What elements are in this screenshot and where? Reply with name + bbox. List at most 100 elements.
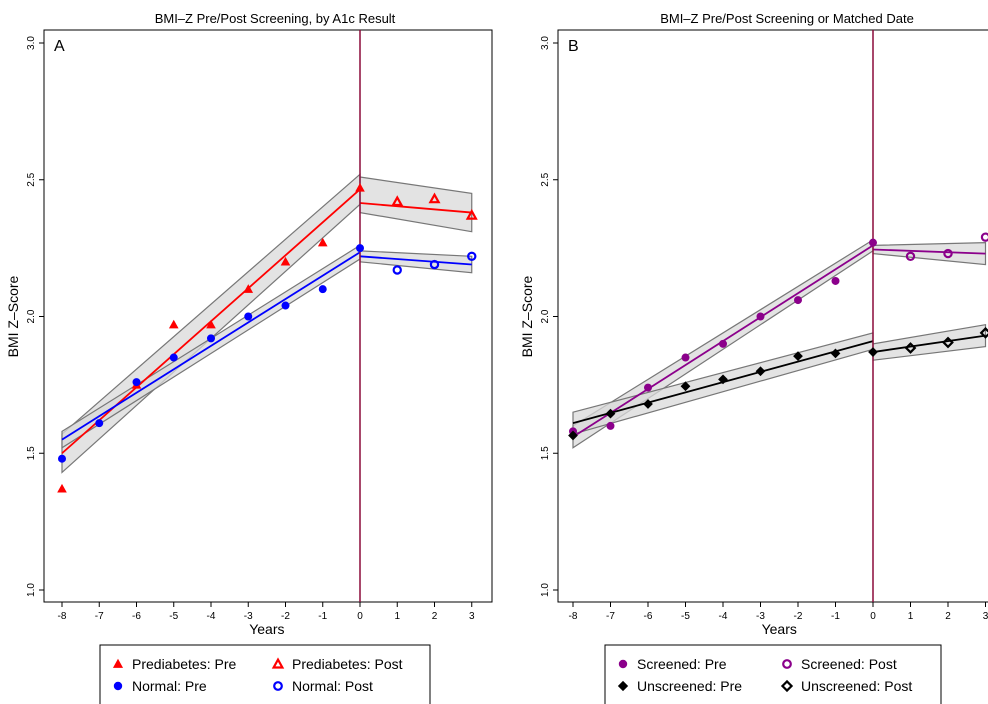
chart-title: BMI–Z Pre/Post Screening, by A1c Result [155,11,396,26]
data-point [95,419,104,428]
data-point [568,430,578,441]
legend-label: Normal: Post [292,678,373,694]
x-tick-label: 0 [870,611,876,622]
legend-label: Prediabetes: Pre [132,656,236,672]
y-tick-label: 2.0 [26,309,37,323]
y-tick-label: 1.5 [540,446,551,460]
legend-marker [112,658,124,668]
y-tick-label: 3.0 [540,36,551,50]
y-tick-label: 1.0 [540,583,551,597]
data-point [643,399,653,409]
legend-marker [617,680,629,692]
x-tick-label: -5 [169,611,178,622]
data-point [58,454,67,463]
x-tick-label: 1 [394,611,400,622]
data-point [467,251,477,262]
y-axis-label: BMI Z–Score [5,275,21,357]
legend-label: Prediabetes: Post [292,656,403,672]
data-point [644,383,653,392]
fit-line [359,255,472,266]
data-point [680,381,691,392]
data-point [755,366,766,377]
x-tick-label: -1 [831,611,840,622]
data-point [206,319,216,329]
data-point [280,256,291,266]
legend-box [99,644,431,704]
data-point [168,319,179,329]
data-point [718,374,728,385]
data-point [831,276,840,285]
x-tick-label: -2 [794,611,803,622]
legend-label: Screened: Post [801,656,897,672]
data-point [465,208,478,220]
x-tick-label: -8 [569,611,578,622]
fit-line [359,202,472,214]
x-tick-label: -8 [58,611,67,622]
fit-line [872,334,986,353]
data-point [169,353,178,362]
data-point [756,312,765,321]
data-point [793,351,803,362]
panel-b: BMI–Z Pre/Post Screening or Matched Date… [519,11,988,704]
data-point [355,244,364,253]
data-point [605,408,616,419]
data-point [980,232,988,242]
legend-marker [271,657,285,669]
fit-line [61,251,361,441]
x-tick-label: -5 [681,611,690,622]
data-point [57,483,67,493]
legend-label: Unscreened: Pre [637,678,742,694]
x-tick-label: -7 [606,611,615,622]
legend-marker [113,681,123,691]
y-tick-label: 2.0 [540,309,551,323]
y-tick-label: 1.0 [26,583,37,597]
legend-label: Screened: Pre [637,656,727,672]
legend-label: Unscreened: Post [801,678,912,694]
x-tick-label: 3 [983,611,988,622]
x-tick-label: -4 [207,611,216,622]
x-tick-label: -2 [281,611,290,622]
data-point [428,192,441,204]
x-tick-label: -7 [95,611,104,622]
data-point [719,339,728,348]
data-point [429,259,440,270]
legend-marker [618,659,628,669]
legend-box [604,644,942,704]
panel-letter: B [568,38,579,55]
x-axis-label: Years [762,621,797,637]
data-point [206,334,215,343]
y-tick-label: 2.5 [26,172,37,186]
data-point [243,284,254,293]
data-point [979,327,988,339]
fit-line [872,248,986,255]
chart-title: BMI–Z Pre/Post Screening or Matched Date [660,11,914,26]
x-tick-label: -6 [644,611,653,622]
y-tick-label: 1.5 [26,446,37,460]
x-tick-label: 0 [357,611,363,622]
legend-marker [782,659,792,669]
x-tick-label: 1 [908,611,914,622]
legend-marker [273,681,283,691]
data-point [391,195,404,207]
data-point [132,378,141,387]
data-point [318,285,327,294]
data-point [681,353,690,362]
x-tick-label: -3 [244,611,253,622]
data-point [904,342,917,354]
data-point [943,248,953,259]
panel-letter: A [54,38,65,55]
data-point [830,348,841,359]
x-tick-label: 3 [469,611,475,622]
data-point [281,301,290,310]
data-point [942,336,954,349]
data-point [392,265,402,275]
data-point [869,238,878,247]
data-point [244,312,253,321]
data-point [905,251,916,262]
x-tick-label: -1 [318,611,327,622]
x-tick-label: -4 [719,611,728,622]
legend-label: Normal: Pre [132,678,207,694]
x-tick-label: 2 [432,611,438,622]
x-tick-label: -3 [756,611,765,622]
